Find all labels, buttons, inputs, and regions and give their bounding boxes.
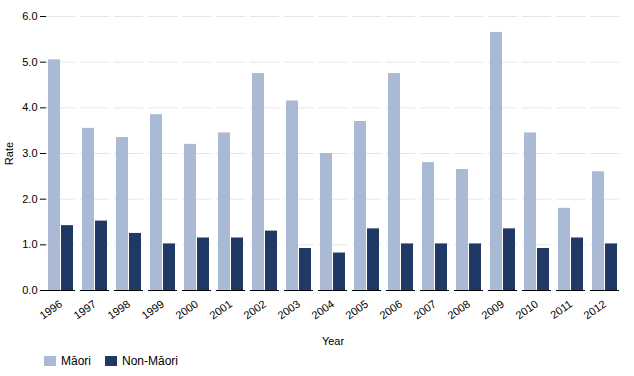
svg-text:1998: 1998 xyxy=(105,297,132,321)
svg-text:1.0: 1.0 xyxy=(22,238,37,250)
svg-text:0.0: 0.0 xyxy=(22,284,37,296)
svg-text:2007: 2007 xyxy=(411,297,438,321)
svg-text:1997: 1997 xyxy=(71,297,98,321)
svg-text:1999: 1999 xyxy=(139,297,166,321)
svg-text:2003: 2003 xyxy=(275,297,302,321)
svg-text:2009: 2009 xyxy=(479,297,506,321)
html-text:Non-Māori: Non-Māori xyxy=(122,354,178,368)
svg-text:3.0: 3.0 xyxy=(22,147,37,159)
svg-text:2011: 2011 xyxy=(548,297,574,320)
svg-text:2005: 2005 xyxy=(343,297,370,321)
svg-text:1996: 1996 xyxy=(37,297,64,321)
svg-text:5.0: 5.0 xyxy=(22,56,37,68)
svg-text:4.0: 4.0 xyxy=(22,101,37,113)
svg-text:6.0: 6.0 xyxy=(22,10,37,22)
svg-text:2000: 2000 xyxy=(173,297,200,321)
svg-text:2012: 2012 xyxy=(581,297,608,321)
svg-text:2002: 2002 xyxy=(241,297,268,321)
svg-text:2.0: 2.0 xyxy=(22,193,37,205)
svg-text:Year: Year xyxy=(322,335,345,347)
svg-text:Rate: Rate xyxy=(3,142,15,165)
svg-text:2001: 2001 xyxy=(207,297,234,321)
svg-text:2010: 2010 xyxy=(513,297,540,321)
svg-text:2008: 2008 xyxy=(445,297,472,321)
html-text:Māori: Māori xyxy=(61,354,91,368)
svg-text:2006: 2006 xyxy=(377,297,404,321)
svg-text:2004: 2004 xyxy=(309,297,336,321)
